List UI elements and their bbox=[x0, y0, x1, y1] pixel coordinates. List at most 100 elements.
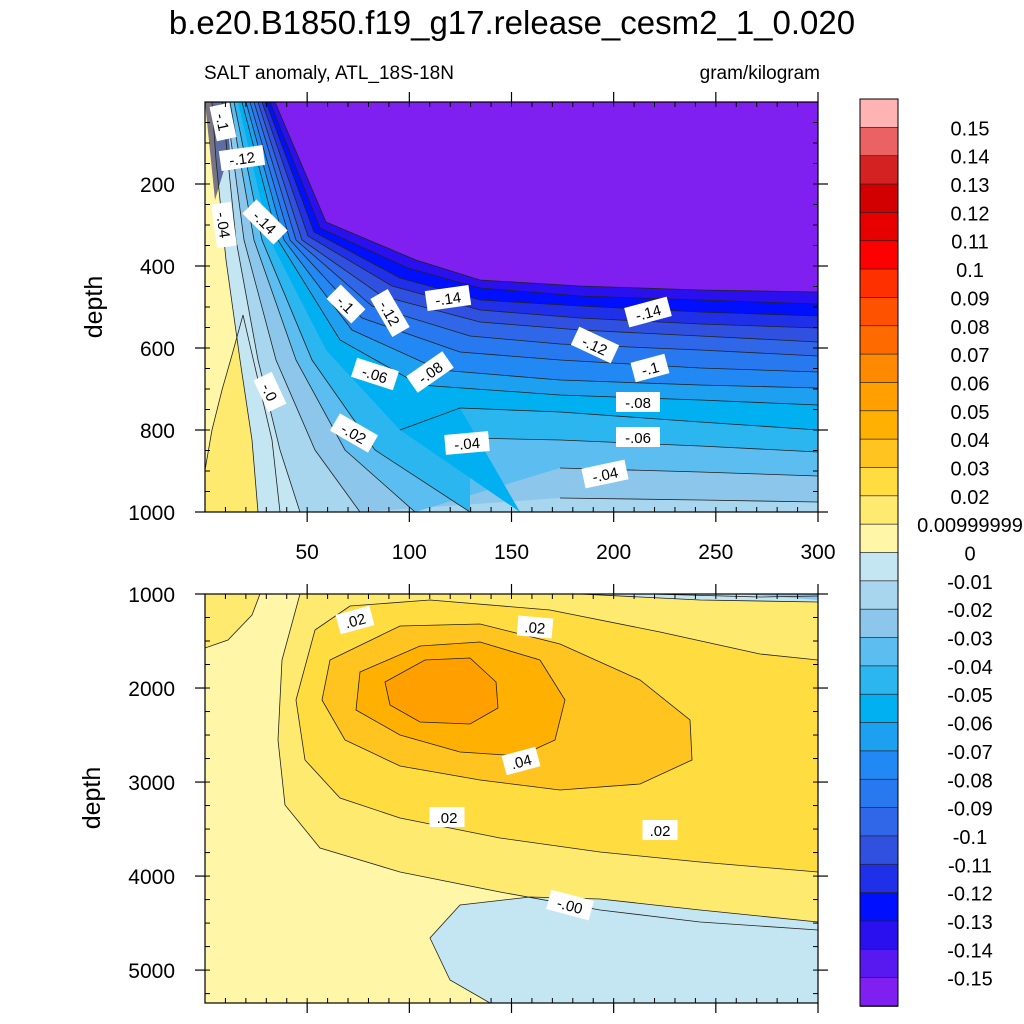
contour-label: -.04 bbox=[444, 431, 490, 455]
colorbar-label: 0.07 bbox=[951, 345, 990, 367]
svg-text:-.14: -.14 bbox=[434, 289, 462, 309]
svg-text:-.1: -.1 bbox=[640, 359, 661, 380]
colorbar-label: 0.09 bbox=[951, 288, 990, 310]
svg-text:-.08: -.08 bbox=[625, 395, 651, 412]
colorbar-box bbox=[859, 212, 899, 242]
svg-text:-.06: -.06 bbox=[625, 430, 651, 447]
colorbar-label: 0.14 bbox=[951, 147, 990, 169]
y-tick-label: 800 bbox=[140, 420, 175, 443]
colorbar-label: 0.15 bbox=[951, 118, 990, 140]
lower-axis-ticks: 1000 2000 3000 4000 5000 bbox=[128, 584, 828, 1013]
fill-level-m0.15 bbox=[205, 102, 818, 292]
x-tick-label: 150 bbox=[494, 541, 529, 564]
y-tick-label: 5000 bbox=[128, 960, 175, 983]
contour-label: -.1 bbox=[630, 353, 670, 383]
contour-label: -.04 bbox=[211, 201, 237, 249]
colorbar-box bbox=[859, 297, 899, 327]
upper-y-axis-label: depth bbox=[80, 276, 108, 339]
colorbar-box bbox=[859, 495, 899, 526]
svg-text:.02: .02 bbox=[524, 619, 546, 638]
colorbar-box bbox=[859, 183, 899, 214]
colorbar-box bbox=[859, 268, 899, 299]
colorbar-box bbox=[859, 637, 899, 667]
y-tick-label: 600 bbox=[140, 338, 175, 361]
colorbar-label: -0.1 bbox=[953, 827, 987, 849]
contour-label: -.08 bbox=[616, 392, 660, 412]
y-tick-label: 4000 bbox=[128, 866, 175, 889]
colorbar-label: 0.13 bbox=[951, 175, 990, 197]
colorbar-box bbox=[859, 240, 899, 270]
colorbar-label: -0.15 bbox=[947, 969, 993, 991]
contour-label: -.12 bbox=[218, 145, 266, 171]
colorbar-label: -0.01 bbox=[947, 572, 993, 594]
svg-text:-.12: -.12 bbox=[228, 149, 256, 169]
contour-label: -.08 bbox=[406, 351, 454, 393]
contour-label: -.00 bbox=[546, 889, 594, 921]
colorbar-label: -0.03 bbox=[947, 629, 993, 651]
x-tick-label: 100 bbox=[392, 541, 427, 564]
lower-contour-labels: .02 .02 .04 .02 .02 -.00 bbox=[335, 605, 678, 921]
colorbar-box bbox=[859, 382, 899, 412]
contour-label: .04 bbox=[501, 746, 541, 776]
svg-text:-.00: -.00 bbox=[555, 895, 584, 918]
colorbar-label: -0.08 bbox=[947, 770, 993, 792]
chart-subtitle-units: gram/kilogram bbox=[699, 63, 820, 84]
svg-text:-.04: -.04 bbox=[591, 464, 620, 486]
colorbar-box bbox=[859, 892, 899, 922]
colorbar-box bbox=[859, 552, 899, 582]
colorbar-label: -0.05 bbox=[947, 685, 993, 707]
colorbar-box bbox=[859, 608, 899, 639]
colorbar-label: 0.08 bbox=[951, 317, 990, 339]
svg-text:.02: .02 bbox=[437, 810, 458, 827]
svg-text:.02: .02 bbox=[343, 611, 368, 633]
lower-contour-lines bbox=[205, 594, 818, 1003]
colorbar-label: -0.07 bbox=[947, 742, 993, 764]
y-tick-label: 3000 bbox=[128, 772, 175, 795]
fill-level-positive bbox=[205, 594, 260, 648]
contour-label: -.1 bbox=[209, 102, 237, 142]
upper-axis-ticks: 50 100 150 200 250 300 200 400 600 800 1000 bbox=[128, 92, 836, 564]
fill-level-0.05 bbox=[385, 658, 498, 724]
chart-title: b.e20.B1850.f19_g17.release_cesm2_1_0.02… bbox=[168, 4, 856, 41]
colorbar-label: -0.14 bbox=[947, 940, 993, 962]
colorbar-box bbox=[859, 325, 899, 355]
colorbar-box bbox=[859, 778, 899, 809]
y-tick-label: 2000 bbox=[128, 678, 175, 701]
colorbar-box bbox=[859, 835, 899, 866]
colorbar-label: 0.11 bbox=[951, 232, 988, 254]
colorbar-box bbox=[859, 807, 899, 837]
colorbar-box bbox=[859, 750, 899, 781]
colorbar-label: 0.12 bbox=[951, 203, 990, 225]
colorbar-label: 0.00999999 bbox=[917, 515, 1023, 537]
y-tick-label: 200 bbox=[140, 174, 175, 197]
contour-label: .02 bbox=[429, 807, 465, 827]
y-tick-label: 1000 bbox=[128, 584, 175, 607]
colorbar-label: -0.09 bbox=[947, 799, 993, 821]
colorbar-box bbox=[859, 353, 899, 384]
colorbar-box bbox=[859, 126, 899, 157]
chart-subtitle-variable: SALT anomaly, ATL_18S-18N bbox=[204, 63, 454, 84]
colorbar-label: -0.13 bbox=[947, 912, 993, 934]
colorbar-box bbox=[859, 438, 899, 469]
svg-text:-.14: -.14 bbox=[634, 302, 663, 325]
colorbar-label: -0.06 bbox=[947, 714, 993, 736]
colorbar-label: -0.04 bbox=[947, 657, 993, 679]
colorbar-label: 0.05 bbox=[951, 402, 990, 424]
colorbar-box bbox=[859, 580, 899, 611]
svg-text:-.04: -.04 bbox=[454, 435, 481, 454]
x-tick-label: 50 bbox=[295, 541, 318, 564]
contour-label: .02 bbox=[516, 615, 554, 639]
x-tick-label: 200 bbox=[596, 541, 631, 564]
contour-label: -.0 bbox=[253, 371, 287, 413]
contour-label: .02 bbox=[335, 605, 375, 635]
colorbar-label: 0 bbox=[964, 544, 975, 566]
colorbar-box bbox=[859, 722, 899, 752]
contour-label: -.04 bbox=[581, 459, 629, 489]
colorbar-label: 0.04 bbox=[951, 430, 990, 452]
svg-text:-.0: -.0 bbox=[257, 381, 280, 404]
contour-label: .02 bbox=[642, 820, 678, 840]
colorbar-label: -0.12 bbox=[947, 884, 993, 906]
y-tick-label: 400 bbox=[140, 256, 175, 279]
svg-text:-.1: -.1 bbox=[211, 112, 231, 133]
